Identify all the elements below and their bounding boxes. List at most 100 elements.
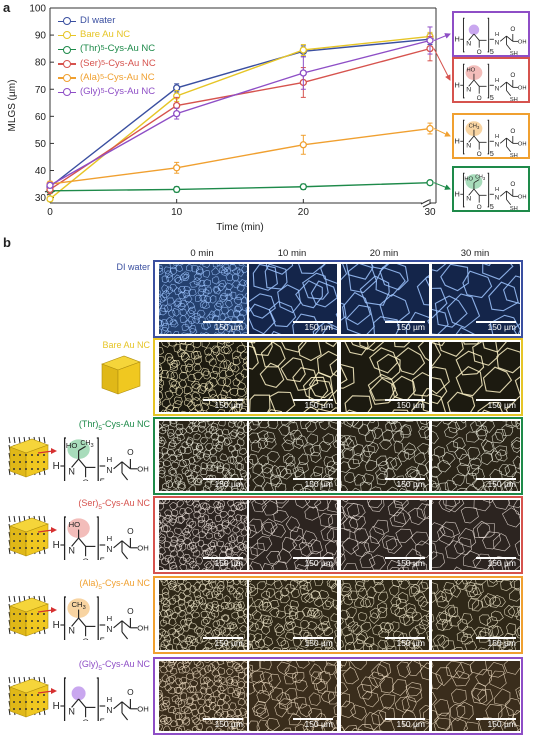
grain-boundary xyxy=(181,661,189,665)
grain-boundary xyxy=(297,342,322,362)
grain-boundary xyxy=(171,695,180,703)
grain-boundary xyxy=(390,603,401,616)
ligand-spike xyxy=(13,515,16,523)
grain-boundary xyxy=(359,275,390,306)
grain-boundary xyxy=(168,439,177,448)
grain-boundary xyxy=(324,540,337,556)
grain-boundary xyxy=(491,500,510,510)
grain-boundary xyxy=(178,542,187,551)
micrograph-image: 150 µm xyxy=(432,264,520,334)
grain-boundary xyxy=(513,580,520,590)
grain-boundary xyxy=(178,725,186,731)
grain-boundary xyxy=(261,563,275,570)
grain-boundary xyxy=(421,388,429,412)
grain-boundary xyxy=(220,563,228,570)
grain-boundary xyxy=(228,421,236,428)
grain-boundary xyxy=(336,644,337,649)
grain-boundary xyxy=(256,536,273,552)
grain-boundary xyxy=(169,384,178,394)
grain-boundary xyxy=(229,623,239,632)
pointer-arrow xyxy=(433,48,451,81)
grain-boundary xyxy=(276,610,286,619)
grain-boundary xyxy=(377,460,389,473)
grain-boundary xyxy=(159,644,167,650)
grain-boundary xyxy=(413,452,426,465)
grain-boundary xyxy=(184,636,193,646)
grain-boundary xyxy=(159,439,166,448)
grain-boundary xyxy=(249,664,254,677)
grain-boundary xyxy=(432,483,442,491)
grain-boundary xyxy=(194,478,203,486)
grain-boundary xyxy=(308,371,334,399)
grain-boundary xyxy=(168,583,177,591)
bond xyxy=(473,79,480,87)
grain-boundary xyxy=(515,686,520,700)
grain-boundary xyxy=(236,541,245,550)
grain-boundary xyxy=(205,591,214,600)
grain-boundary xyxy=(200,634,208,643)
grain-boundary xyxy=(187,599,195,608)
grain-boundary xyxy=(261,682,274,696)
grain-boundary xyxy=(205,518,214,527)
grain-boundary xyxy=(208,389,218,398)
grain-boundary xyxy=(169,565,178,570)
ligand-spike xyxy=(43,515,46,523)
grain-boundary xyxy=(472,553,493,570)
grain-boundary xyxy=(486,580,498,587)
grain-boundary xyxy=(242,642,247,650)
ligand-dot xyxy=(31,701,33,703)
legend-item: (Gly) 5 -Cys-Au NC xyxy=(58,85,156,99)
grain-boundary xyxy=(236,586,244,595)
scale-bar-label: 150 µm xyxy=(214,479,243,489)
grain-boundary xyxy=(334,622,337,629)
data-point xyxy=(299,46,307,54)
grain-boundary xyxy=(392,679,408,696)
ligand-spike xyxy=(43,595,46,603)
grain-boundary xyxy=(236,269,245,277)
ligand-dot xyxy=(31,468,33,470)
grain-boundary xyxy=(161,452,170,460)
grain-boundary xyxy=(266,588,276,599)
grain-boundary xyxy=(238,322,247,331)
grain-boundary xyxy=(173,584,182,593)
pointer-arrow xyxy=(433,182,451,190)
ligand-dot xyxy=(13,461,15,463)
grain-boundary xyxy=(233,580,241,586)
grain-boundary xyxy=(232,526,240,534)
grain-boundary xyxy=(164,514,173,523)
ligand-dot xyxy=(37,461,39,463)
grain-boundary xyxy=(159,346,164,355)
grain-boundary xyxy=(494,449,508,462)
grain-boundary xyxy=(387,500,404,517)
grain-boundary xyxy=(330,583,337,593)
ligand-dot xyxy=(37,547,39,549)
grain-boundary xyxy=(312,466,324,477)
ligand-dot xyxy=(25,708,27,710)
grain-boundary xyxy=(301,607,312,618)
grain-boundary xyxy=(451,688,467,705)
grain-boundary xyxy=(341,727,345,731)
grain-boundary xyxy=(237,633,246,641)
ligand-dot xyxy=(19,694,21,696)
grain-boundary xyxy=(287,421,296,423)
ligand-dot xyxy=(37,533,39,535)
grain-boundary xyxy=(419,421,429,426)
grain-boundary xyxy=(213,532,222,540)
grain-boundary xyxy=(288,606,299,616)
grain-boundary xyxy=(353,474,366,486)
grain-boundary xyxy=(252,475,266,487)
grain-boundary xyxy=(245,587,247,593)
grain-boundary xyxy=(462,626,476,639)
ligand-dot xyxy=(25,694,27,696)
grain-boundary xyxy=(438,342,464,357)
grain-boundary xyxy=(317,671,331,685)
grain-boundary xyxy=(422,708,429,723)
grain-boundary xyxy=(292,483,304,491)
ligand-spike xyxy=(18,515,21,523)
repeat-count: 5 xyxy=(490,93,494,101)
grain-boundary xyxy=(283,580,288,582)
grain-boundary xyxy=(480,438,494,453)
grain-boundary xyxy=(180,351,190,360)
grain-boundary xyxy=(373,316,400,334)
